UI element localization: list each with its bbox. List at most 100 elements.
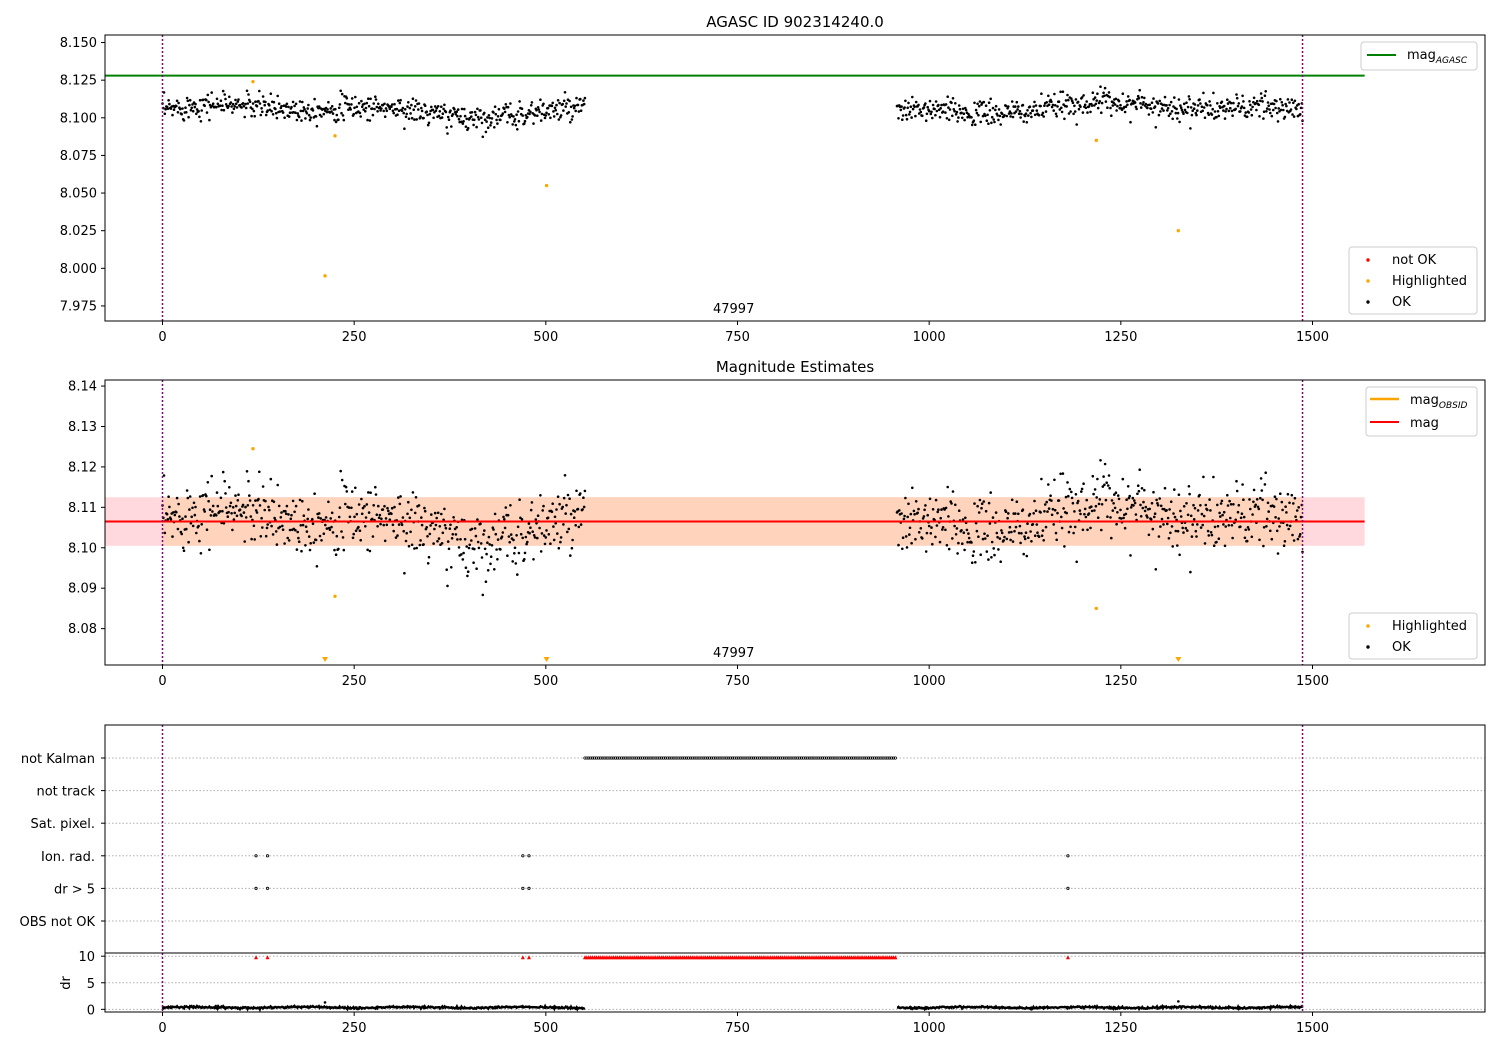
ok-point	[1285, 511, 1288, 514]
ok-point	[1288, 524, 1292, 528]
ok-point	[1029, 111, 1032, 115]
ok-point	[974, 561, 977, 564]
ok-point	[904, 535, 908, 538]
ok-point	[1108, 486, 1111, 490]
ok-point	[523, 558, 526, 561]
highlighted-point	[544, 183, 549, 188]
ok-point	[917, 531, 921, 534]
ok-point	[1229, 503, 1233, 506]
ok-point	[538, 110, 541, 114]
ok-point	[440, 105, 443, 108]
ok-point	[1179, 106, 1183, 109]
ok-point	[426, 535, 429, 538]
ok-point	[1120, 517, 1123, 520]
ok-point	[313, 492, 316, 496]
ok-point	[340, 111, 343, 115]
flag-point	[874, 756, 878, 760]
flag-row-label: dr > 5	[54, 882, 95, 897]
ok-point	[1060, 515, 1063, 519]
y-tick-label: 8.150	[60, 36, 97, 51]
ok-point	[374, 95, 377, 98]
ok-point	[500, 535, 504, 538]
ok-point	[1011, 540, 1015, 543]
ok-point	[956, 552, 959, 555]
ok-point	[1235, 479, 1238, 483]
ok-point	[995, 531, 999, 535]
ok-point	[1263, 483, 1267, 486]
ok-point	[420, 109, 424, 113]
ok-point	[486, 569, 490, 572]
ok-point	[1185, 502, 1188, 505]
ok-point	[1242, 515, 1246, 519]
ok-point	[480, 556, 484, 559]
ok-point	[1156, 504, 1160, 507]
ok-point	[1144, 505, 1148, 509]
ok-point	[552, 538, 556, 542]
ok-point	[1051, 103, 1055, 107]
ok-point	[582, 102, 586, 106]
ok-point	[1044, 525, 1048, 529]
ok-point	[287, 539, 291, 542]
ok-point	[1084, 106, 1088, 110]
ok-point	[496, 558, 499, 561]
ok-point	[1213, 525, 1217, 529]
ok-point	[941, 110, 945, 113]
flag-point	[863, 756, 867, 760]
ok-point	[974, 108, 978, 112]
ok-point	[408, 516, 412, 520]
ok-point	[371, 535, 375, 538]
ok-point	[1162, 109, 1165, 112]
ok-point	[1168, 103, 1171, 107]
ok-point	[302, 514, 306, 517]
ok-point	[937, 508, 940, 512]
ok-point	[460, 120, 463, 124]
ok-point	[1050, 100, 1053, 103]
ok-point	[329, 517, 333, 520]
flag-point	[660, 756, 664, 760]
ok-point	[364, 525, 367, 528]
flag-point	[832, 756, 836, 760]
ok-point	[311, 522, 315, 526]
ok-point	[475, 125, 478, 129]
ok-point	[1036, 531, 1039, 534]
ok-point	[1269, 111, 1272, 115]
ok-point	[205, 111, 209, 114]
ok-point	[1176, 544, 1179, 547]
flag-point	[667, 756, 671, 760]
ok-point	[373, 107, 376, 111]
ok-point	[429, 524, 432, 527]
ok-point	[1100, 528, 1103, 532]
ok-point	[325, 527, 329, 530]
ok-point	[1255, 498, 1259, 501]
ok-point	[523, 551, 527, 555]
ok-point	[907, 502, 910, 506]
ok-point	[1111, 509, 1115, 512]
ok-point	[337, 106, 341, 110]
ok-point	[1094, 504, 1098, 508]
ok-point	[268, 508, 271, 512]
ok-point	[1005, 537, 1009, 541]
ok-point	[1070, 496, 1074, 500]
ok-point	[1099, 459, 1102, 462]
ok-point	[303, 108, 306, 111]
ok-point	[533, 114, 537, 117]
ok-point	[372, 102, 376, 105]
ok-point	[1196, 509, 1200, 512]
ok-point	[453, 527, 457, 531]
ok-point	[1248, 498, 1251, 501]
ok-point	[1203, 542, 1207, 545]
ok-point	[1013, 529, 1016, 533]
ok-point	[463, 107, 466, 111]
ok-point	[347, 108, 350, 111]
ok-point	[450, 537, 454, 540]
ok-point	[908, 526, 912, 530]
ok-point	[905, 546, 909, 549]
ok-point	[338, 506, 342, 510]
ok-point	[1281, 508, 1284, 512]
ok-point	[898, 509, 901, 512]
ok-point	[532, 558, 535, 561]
flag-point	[853, 756, 857, 760]
